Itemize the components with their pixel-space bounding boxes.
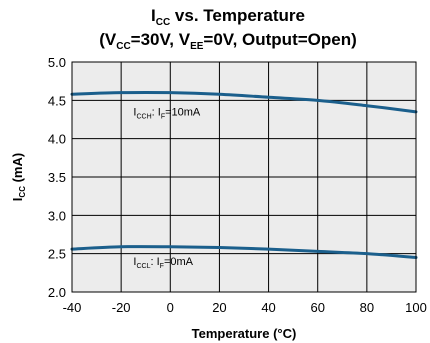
y-tick-label: 4.0 [48,132,66,147]
x-tick-labels: -40 -20 0 20 40 60 80 100 [63,300,427,315]
title-rest: vs. Temperature [170,6,305,25]
x-tick-label: 0 [167,300,174,315]
chart-title-line1: ICC vs. Temperature [151,6,305,28]
x-tick-label: 40 [261,300,275,315]
y-tick-label: 3.0 [48,208,66,223]
title2-p2: =30V, V [131,30,191,49]
y-tick-label: 2.0 [48,285,66,300]
y-tick-labels: 2.0 2.5 3.0 3.5 4.0 4.5 5.0 [48,55,66,300]
x-axis-label: Temperature (°C) [192,326,297,341]
ylabel-rest: (mA) [10,153,25,186]
series-line-1 [70,245,418,259]
plot-border [71,61,417,293]
title2-p1: (V [99,30,117,49]
annotation-1: ICCL: IF=0mA [133,256,193,270]
y-axis-label: ICC (mA) [10,153,27,201]
series-group [70,90,418,259]
x-tick-label: 100 [405,300,427,315]
series-line-0 [70,90,418,114]
y-tick-label: 3.5 [48,170,66,185]
x-tick-label: 80 [360,300,374,315]
title2-s2: EE [190,41,204,52]
x-tick-label: -20 [112,300,131,315]
y-tick-label: 5.0 [48,55,66,70]
title2-p3: =0V, Output=Open) [203,30,356,49]
x-tick-label: -40 [63,300,82,315]
title-i: I [151,6,156,25]
ylabel-sub: CC [18,186,27,198]
title2-s1: CC [116,41,130,52]
annotation-0: ICCH: IF=10mA [133,107,201,121]
y-tick-label: 2.5 [48,247,66,262]
annotations: ICCH: IF=10mA ICCL: IF=0mA [133,107,201,270]
x-tick-label: 20 [212,300,226,315]
chart-title-line2: (VCC=30V, VEE=0V, Output=Open) [99,30,357,52]
x-tick-label: 60 [310,300,324,315]
y-tick-label: 4.5 [48,93,66,108]
title-i-sub: CC [156,17,170,28]
ylabel-main: I [10,198,25,202]
